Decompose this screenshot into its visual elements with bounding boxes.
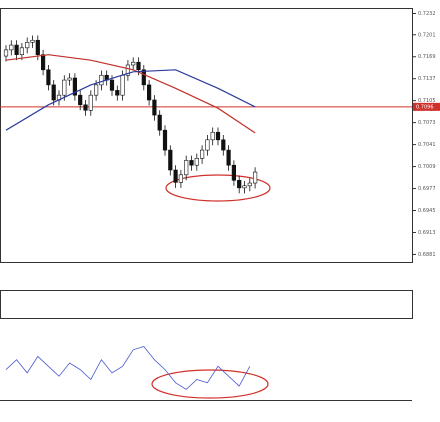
annotation-ellipse	[165, 174, 271, 202]
candle-body	[168, 149, 173, 171]
empty-panel	[0, 290, 413, 319]
candle-body	[109, 79, 115, 91]
candle-body	[19, 47, 25, 55]
candle-body	[184, 160, 189, 176]
oscillator-line	[5, 346, 251, 390]
y-tick-label: 0.7105	[418, 98, 436, 104]
candle-body	[131, 61, 136, 66]
y-tick-label: 0.6881	[418, 252, 436, 258]
candle-body	[51, 84, 56, 101]
candle-body	[147, 84, 152, 101]
candle-body	[215, 131, 221, 141]
candle-body	[189, 160, 194, 166]
moving-average	[5, 69, 256, 131]
candle-body	[9, 44, 14, 51]
y-tick-label: 0.7169	[418, 54, 436, 60]
candle-body	[242, 185, 247, 189]
candle-body	[125, 64, 130, 76]
candle-body	[173, 169, 178, 183]
candle-body	[226, 149, 231, 166]
annotation-ellipse	[151, 369, 269, 399]
y-tick-label: 0.6913	[418, 230, 436, 236]
candle-body	[200, 149, 205, 159]
candle-body	[157, 114, 162, 131]
y-tick-label: 0.7073	[418, 120, 436, 126]
candle-body	[210, 131, 215, 141]
candle-body	[205, 139, 210, 151]
y-tick-label: 0.7137	[418, 76, 436, 82]
candle-body	[78, 94, 83, 106]
candle-body	[40, 54, 46, 71]
candle-body	[115, 90, 120, 96]
price-line-label-box	[413, 102, 440, 111]
candle-body	[94, 84, 99, 96]
y-tick-label: 0.7201	[418, 32, 436, 38]
candle-body	[237, 180, 242, 189]
candle-body	[25, 42, 30, 49]
price-panel	[0, 8, 413, 263]
candle-body	[120, 74, 125, 96]
candle-body	[99, 74, 104, 86]
candle-body	[83, 104, 88, 111]
candle-body	[46, 69, 51, 86]
candle-body	[152, 99, 157, 116]
candle-body	[88, 94, 93, 111]
y-tick-label: 0.7232	[418, 11, 436, 17]
candle-body	[194, 158, 199, 166]
candle-body	[253, 171, 258, 184]
y-tick-label: 0.7041	[418, 142, 436, 148]
candle-body	[221, 139, 226, 151]
candle-body	[136, 61, 141, 71]
y-tick-label: 0.6945	[418, 208, 436, 214]
candle-body	[67, 77, 72, 81]
candle-body	[141, 69, 146, 86]
moving-average	[5, 54, 256, 134]
candle-body	[30, 39, 35, 43]
candle-body	[14, 44, 19, 55]
y-tick-label: 0.7009	[418, 164, 436, 170]
candle-body	[247, 182, 252, 187]
candle-body	[231, 164, 237, 181]
price-line-label: 0.7096	[416, 104, 434, 110]
candle-body	[178, 174, 184, 183]
candle-body	[35, 39, 40, 55]
candle-body	[162, 129, 168, 151]
y-tick-label: 0.6977	[418, 186, 436, 192]
candle-body	[3, 49, 9, 57]
candle-body	[62, 79, 67, 96]
candle-body	[72, 77, 77, 96]
